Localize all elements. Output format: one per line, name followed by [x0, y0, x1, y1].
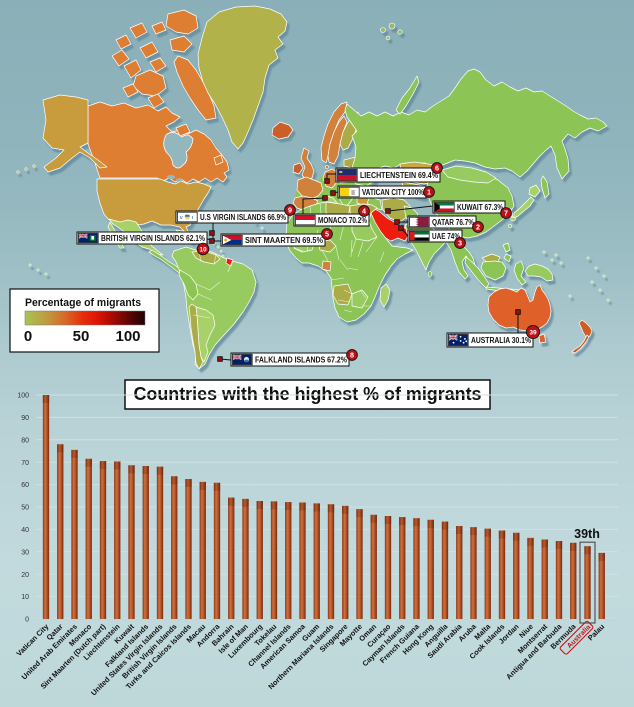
svg-text:QATAR 76.7%: QATAR 76.7%	[432, 217, 474, 227]
svg-text:Percentage of migrants: Percentage of migrants	[25, 297, 141, 309]
svg-text:V: V	[180, 215, 183, 220]
svg-text:0: 0	[25, 617, 29, 624]
svg-text:6: 6	[435, 163, 439, 172]
svg-text:9: 9	[288, 205, 292, 214]
svg-text:UAE 74%: UAE 74%	[432, 231, 460, 241]
svg-text:10: 10	[21, 594, 29, 601]
svg-text:39: 39	[529, 329, 537, 336]
svg-text:AUSTRALIA 30.1%: AUSTRALIA 30.1%	[471, 335, 531, 345]
svg-text:4: 4	[362, 206, 366, 215]
svg-text:50: 50	[21, 505, 29, 512]
svg-text:2: 2	[476, 222, 480, 231]
svg-text:5: 5	[325, 229, 329, 238]
svg-text:60: 60	[21, 482, 29, 489]
svg-text:Countries with the highest % o: Countries with the highest % of migrants	[134, 384, 482, 404]
svg-text:10: 10	[199, 246, 207, 253]
svg-text:20: 20	[21, 572, 29, 579]
svg-text:MONACO 70.2%: MONACO 70.2%	[318, 215, 367, 225]
svg-text:0: 0	[24, 328, 32, 345]
svg-text:70: 70	[21, 460, 29, 467]
svg-text:7: 7	[504, 208, 508, 217]
svg-text:FALKLAND ISLANDS 67.2%: FALKLAND ISLANDS 67.2%	[255, 355, 347, 365]
svg-text:30: 30	[21, 549, 29, 556]
svg-text:50: 50	[73, 328, 90, 345]
svg-text:KUWAIT 67.3%: KUWAIT 67.3%	[457, 202, 503, 212]
svg-text:LIECHTENSTEIN 69.4%: LIECHTENSTEIN 69.4%	[360, 170, 438, 180]
svg-text:39th: 39th	[574, 527, 600, 541]
svg-text:1: 1	[427, 187, 431, 196]
svg-text:100: 100	[115, 328, 140, 345]
svg-text:100: 100	[17, 393, 29, 400]
svg-text:U.S VIRGIN ISLANDS 66.9%: U.S VIRGIN ISLANDS 66.9%	[200, 212, 286, 222]
svg-text:90: 90	[21, 415, 29, 422]
svg-text:80: 80	[21, 437, 29, 444]
svg-text:3: 3	[458, 238, 462, 247]
svg-text:40: 40	[21, 527, 29, 534]
svg-text:SINT MAARTEN 69.5%: SINT MAARTEN 69.5%	[245, 235, 323, 245]
svg-text:BRITISH VIRGIN ISLANDS 62.1%: BRITISH VIRGIN ISLANDS 62.1%	[101, 233, 205, 243]
svg-text:8: 8	[350, 350, 354, 359]
svg-text:VATICAN CITY 100%: VATICAN CITY 100%	[362, 187, 424, 197]
svg-text:I: I	[192, 215, 193, 220]
